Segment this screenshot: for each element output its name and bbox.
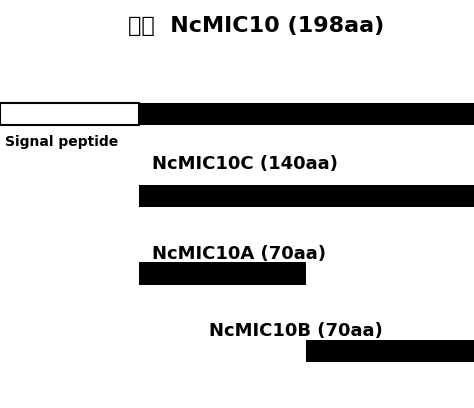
FancyBboxPatch shape (139, 184, 474, 207)
Text: NcMIC10C (140aa): NcMIC10C (140aa) (152, 155, 337, 173)
Text: Signal peptide: Signal peptide (5, 135, 118, 149)
FancyBboxPatch shape (306, 339, 474, 362)
Text: 全长  NcMIC10 (198aa): 全长 NcMIC10 (198aa) (128, 16, 384, 36)
FancyBboxPatch shape (139, 103, 474, 126)
Text: NcMIC10A (70aa): NcMIC10A (70aa) (152, 245, 326, 263)
FancyBboxPatch shape (0, 103, 139, 126)
Text: NcMIC10B (70aa): NcMIC10B (70aa) (209, 322, 383, 340)
FancyBboxPatch shape (139, 262, 306, 285)
